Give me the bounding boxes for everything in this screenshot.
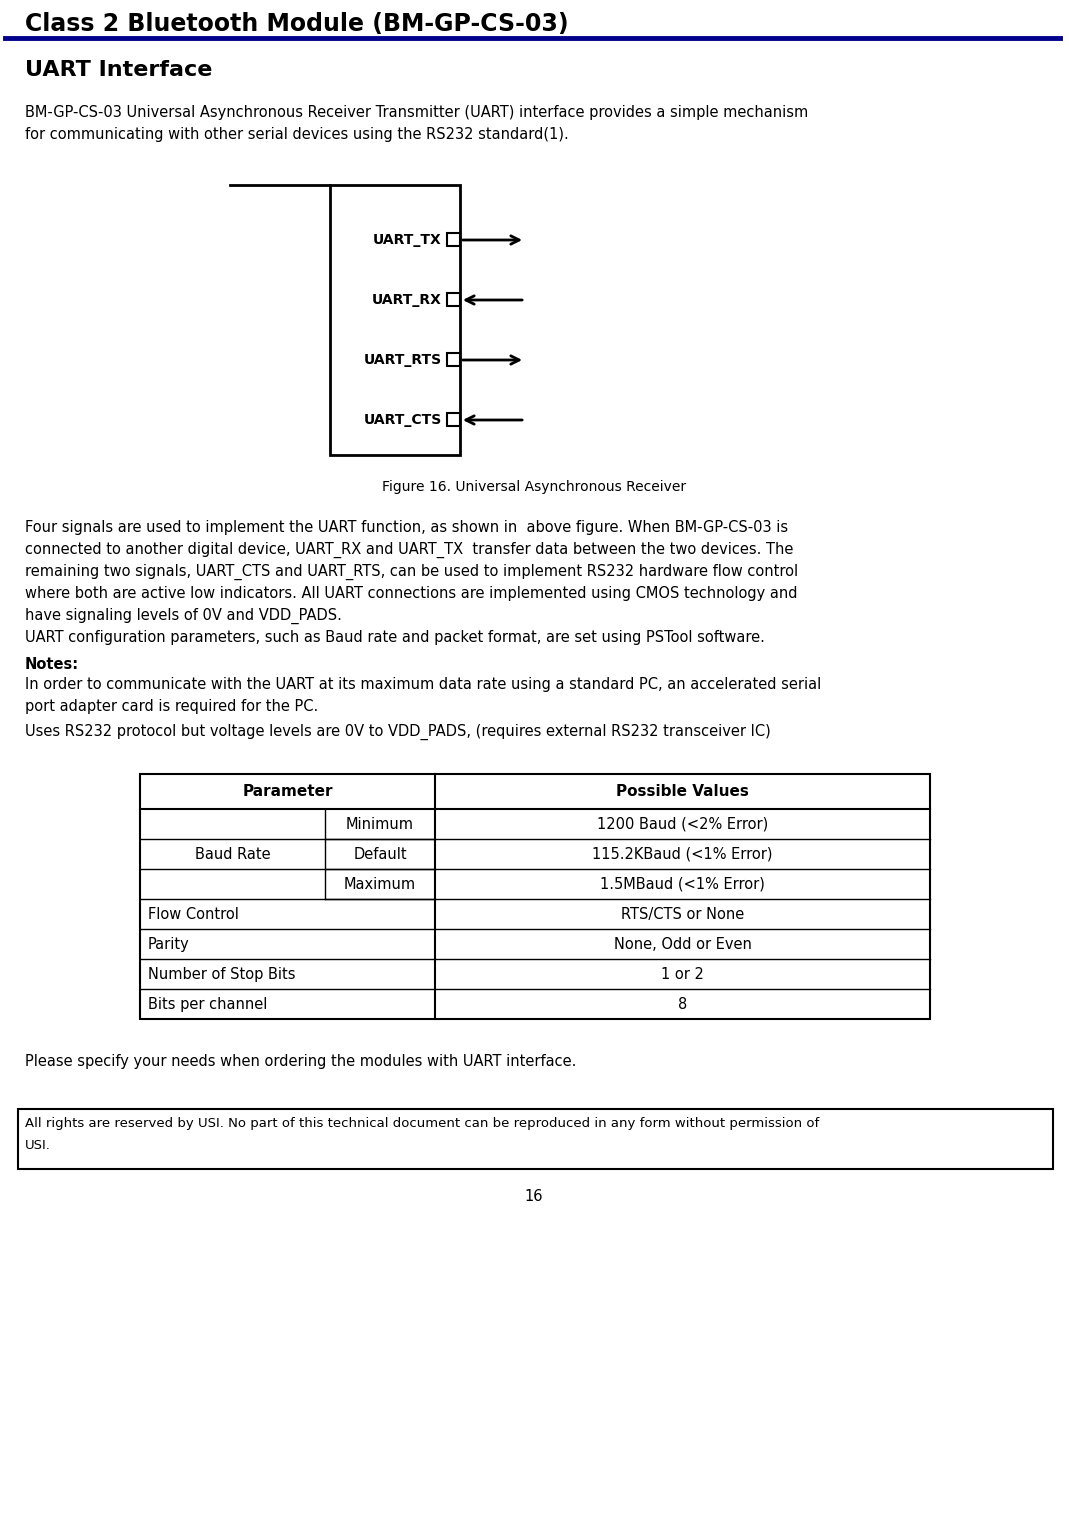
Bar — [447, 233, 460, 247]
Text: UART Interface: UART Interface — [25, 59, 213, 81]
Text: Baud Rate: Baud Rate — [195, 847, 270, 862]
Text: have signaling levels of 0V and VDD_PADS.: have signaling levels of 0V and VDD_PADS… — [25, 608, 342, 624]
Text: UART_RX: UART_RX — [372, 292, 441, 308]
Text: In order to communicate with the UART at its maximum data rate using a standard : In order to communicate with the UART at… — [25, 678, 821, 691]
Text: port adapter card is required for the PC.: port adapter card is required for the PC… — [25, 699, 319, 714]
Text: UART_CTS: UART_CTS — [363, 413, 441, 426]
Text: remaining two signals, UART_CTS and UART_RTS, can be used to implement RS232 har: remaining two signals, UART_CTS and UART… — [25, 564, 799, 580]
Text: USI.: USI. — [25, 1139, 51, 1151]
Text: UART_TX: UART_TX — [373, 233, 441, 247]
Text: UART_RTS: UART_RTS — [363, 353, 441, 367]
Text: Number of Stop Bits: Number of Stop Bits — [148, 967, 295, 981]
Text: 115.2KBaud (<1% Error): 115.2KBaud (<1% Error) — [592, 847, 773, 862]
Text: BM-GP-CS-03 Universal Asynchronous Receiver Transmitter (UART) interface provide: BM-GP-CS-03 Universal Asynchronous Recei… — [25, 105, 808, 120]
Text: 1 or 2: 1 or 2 — [661, 967, 704, 981]
Bar — [18, 1109, 1053, 1170]
Text: for communicating with other serial devices using the RS232 standard(1).: for communicating with other serial devi… — [25, 126, 569, 142]
Text: Parameter: Parameter — [243, 784, 332, 800]
Text: Possible Values: Possible Values — [616, 784, 749, 800]
Text: Four signals are used to implement the UART function, as shown in  above figure.: Four signals are used to implement the U… — [25, 519, 788, 535]
Text: Class 2 Bluetooth Module (BM-GP-CS-03): Class 2 Bluetooth Module (BM-GP-CS-03) — [25, 12, 569, 37]
Bar — [447, 413, 460, 426]
Text: 1200 Baud (<2% Error): 1200 Baud (<2% Error) — [597, 816, 769, 832]
Text: 1.5MBaud (<1% Error): 1.5MBaud (<1% Error) — [600, 877, 765, 891]
Text: Flow Control: Flow Control — [148, 906, 238, 921]
Text: Figure 16. Universal Asynchronous Receiver: Figure 16. Universal Asynchronous Receiv… — [382, 480, 686, 493]
Bar — [140, 774, 930, 1019]
Text: Please specify your needs when ordering the modules with UART interface.: Please specify your needs when ordering … — [25, 1054, 576, 1069]
Text: 8: 8 — [678, 996, 687, 1011]
Text: RTS/CTS or None: RTS/CTS or None — [621, 906, 744, 921]
Text: Minimum: Minimum — [346, 816, 414, 832]
Text: Default: Default — [353, 847, 407, 862]
Text: Parity: Parity — [148, 937, 190, 952]
Bar — [447, 353, 460, 366]
Bar — [330, 184, 460, 455]
Text: UART configuration parameters, such as Baud rate and packet format, are set usin: UART configuration parameters, such as B… — [25, 631, 765, 646]
Text: Notes:: Notes: — [25, 656, 79, 672]
Text: None, Odd or Even: None, Odd or Even — [614, 937, 752, 952]
Bar — [447, 292, 460, 306]
Text: where both are active low indicators. All UART connections are implemented using: where both are active low indicators. Al… — [25, 586, 797, 602]
Text: All rights are reserved by USI. No part of this technical document can be reprod: All rights are reserved by USI. No part … — [25, 1116, 819, 1130]
Text: 16: 16 — [525, 1189, 543, 1205]
Text: connected to another digital device, UART_RX and UART_TX  transfer data between : connected to another digital device, UAR… — [25, 542, 793, 559]
Text: Uses RS232 protocol but voltage levels are 0V to VDD_PADS, (requires external RS: Uses RS232 protocol but voltage levels a… — [25, 723, 771, 740]
Text: Bits per channel: Bits per channel — [148, 996, 267, 1011]
Text: Maximum: Maximum — [344, 877, 416, 891]
